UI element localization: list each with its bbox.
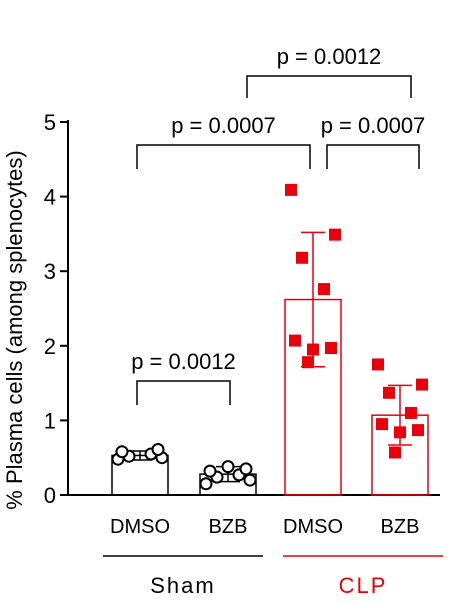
y-tick-label: 0 — [44, 483, 56, 508]
significance-bracket — [246, 75, 412, 98]
category-label: DMSO — [283, 516, 343, 538]
group-label: Sham — [150, 573, 215, 598]
significance-brackets: p = 0.0012 p = 0.0007 p = 0.0007 p = 0.0012 — [131, 44, 425, 405]
category-label: BZB — [381, 516, 420, 538]
data-point — [285, 183, 297, 196]
p-value-label: p = 0.0007 — [321, 113, 426, 138]
y-axis-title: % Plasma cells (among splenocytes) — [2, 150, 27, 509]
data-point — [318, 283, 330, 296]
category-label: DMSO — [110, 516, 170, 538]
significance-bracket — [136, 144, 311, 169]
data-point — [289, 334, 301, 347]
y-tick-label: 4 — [44, 185, 56, 210]
y-axis: 0 1 2 3 4 5 — [44, 110, 440, 508]
group-label: CLP — [339, 573, 388, 598]
data-point — [325, 342, 337, 355]
y-tick-label: 5 — [44, 110, 56, 135]
data-point — [302, 356, 314, 369]
data-point — [383, 386, 395, 399]
data-points — [111, 183, 428, 491]
data-point — [296, 251, 308, 264]
x-axis-labels: DMSO BZB DMSO BZB Sham CLP — [103, 516, 443, 598]
p-value-label: p = 0.0012 — [277, 44, 382, 69]
y-tick-label: 3 — [44, 259, 56, 284]
y-tick-label: 2 — [44, 334, 56, 359]
significance-bracket — [136, 380, 231, 405]
data-point — [394, 426, 406, 439]
data-point — [151, 442, 165, 456]
category-label: BZB — [209, 516, 248, 538]
p-value-label: p = 0.0007 — [171, 113, 276, 138]
data-point — [416, 378, 428, 391]
data-point — [239, 462, 253, 476]
data-point — [412, 424, 424, 437]
data-point — [243, 473, 257, 487]
data-point — [199, 477, 213, 491]
data-point — [405, 406, 417, 419]
y-tick-label: 1 — [44, 408, 56, 433]
data-point — [115, 445, 129, 459]
data-point — [376, 418, 388, 431]
data-point — [389, 446, 401, 459]
data-point — [372, 358, 384, 371]
data-point — [307, 343, 319, 356]
significance-bracket — [326, 144, 420, 169]
data-point — [203, 464, 217, 478]
p-value-label: p = 0.0012 — [131, 349, 236, 374]
data-point — [221, 460, 235, 474]
data-point — [329, 228, 341, 241]
